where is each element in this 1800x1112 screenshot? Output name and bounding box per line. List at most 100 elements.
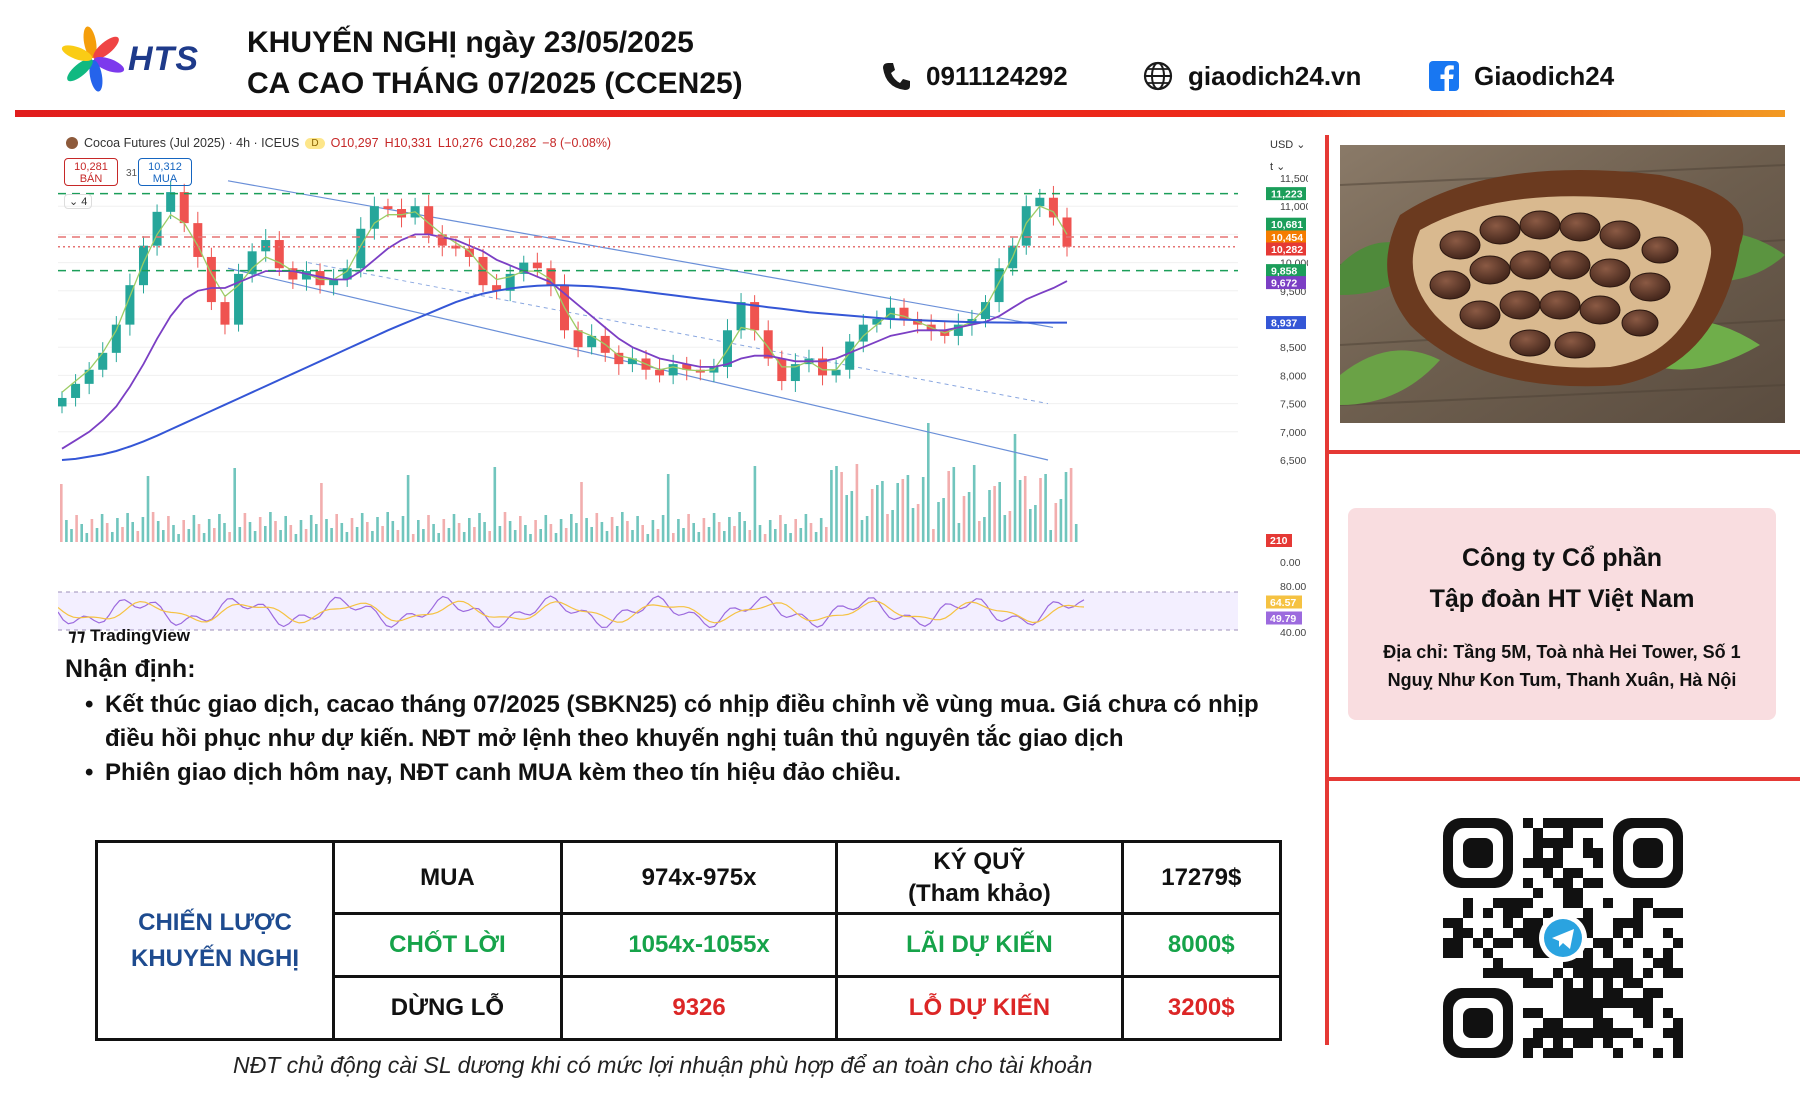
volume-bar [957,523,961,542]
qr-module [1453,928,1463,938]
qr-module [1523,898,1533,908]
qr-module [1663,968,1673,978]
qr-module [1523,918,1533,928]
candle-body [1035,197,1045,207]
tradingview-logo-icon: ⁊⁊ [68,626,91,645]
qr-module [1643,898,1653,908]
volume-bar [65,520,68,542]
volume-bar [121,527,124,542]
candle-body [573,330,583,348]
volume-bar [983,517,986,542]
currency-select[interactable]: USD ⌄ [1270,139,1306,151]
volume-bar [666,474,670,542]
candle-body [682,364,692,370]
qr-module [1633,998,1643,1008]
strategy-label: CHIẾN LƯỢC KHUYẾN NGHỊ [95,840,335,1041]
qr-module [1593,858,1603,868]
volume-bar [1003,515,1007,542]
qr-module [1543,1028,1553,1038]
qr-module [1533,888,1543,898]
qr-module [1553,1028,1563,1038]
qr-module [1583,818,1593,828]
candle-body [356,228,366,269]
website-contact[interactable]: giaodich24.vn [1142,60,1361,92]
right-divider-1 [1325,450,1800,454]
candle-body [84,369,94,384]
volume-bar [748,530,752,542]
price-chart[interactable]: 11,50011,00010,0009,5008,5008,0007,5007,… [58,130,1308,650]
qr-module [1533,828,1543,838]
volume-bar [60,484,63,542]
volume-bar [860,520,864,542]
qr-module [1543,1048,1553,1058]
volume-bar [442,519,446,542]
qr-module [1583,968,1593,978]
analysis-section: Nhận định: Kết thúc giao dịch, cacao thá… [65,655,1305,790]
volume-bar [575,523,578,542]
qr-module [1623,958,1633,968]
buy-button[interactable]: 10,312 MUA [138,158,192,186]
price-tag [1266,242,1306,256]
qr-module [1653,988,1663,998]
volume-bar [932,529,935,542]
qr-module [1573,988,1583,998]
buy-range: 974x-975x [559,840,839,915]
qr-module [1493,938,1503,948]
price-tag [1266,217,1306,231]
qr-module [1613,1028,1623,1038]
volume-bar [814,532,818,542]
volume-bar [483,522,486,542]
osc-axis-label: 80.00 [1280,581,1306,593]
volume-bar [570,514,573,542]
volume-bar [651,520,655,542]
table-row: CHIẾN LƯỢC KHUYẾN NGHỊ MUA 974x-975x KÝ … [95,840,1283,1041]
candle-body [505,273,515,291]
qr-module [1563,1028,1573,1038]
scale-select[interactable]: t ⌄ [1270,161,1286,173]
volume-bar [1008,511,1012,542]
volume-bar [988,490,991,542]
telegram-plane-icon [1552,929,1574,949]
candle-body [166,192,176,212]
phone-contact[interactable]: 0911124292 [880,60,1068,92]
telegram-qr-code[interactable] [1443,818,1683,1058]
sell-button[interactable]: 10,281 BÁN [64,158,118,186]
qr-module [1453,918,1463,928]
expected-loss-label: LỖ DỰ KIẾN [835,975,1124,1041]
price-tag [1266,264,1306,278]
take-profit-range: 1054x-1055x [559,912,839,978]
price-axis-label: 6,500 [1280,455,1306,467]
qr-module [1553,1038,1563,1048]
volume-bar [962,496,966,542]
facebook-contact[interactable]: Giaodich24 [1428,60,1614,92]
volume-bar [330,528,333,542]
volume-bar [911,508,915,542]
volume-bar [876,485,879,542]
volume-bar [723,531,726,542]
volume-bar [712,513,716,542]
qr-module [1623,978,1633,988]
volume-bar [1049,530,1052,542]
stop-loss-action: DỪNG LỖ [332,975,563,1041]
qr-module [1673,908,1683,918]
strategy-label-line-2: KHUYẾN NGHỊ [130,944,299,972]
volume-bar [360,513,364,542]
qr-module [1633,898,1643,908]
globe-icon [1143,61,1173,91]
qr-module [1583,1028,1593,1038]
qr-code-icon [1443,818,1683,1058]
volume-bar [891,510,894,542]
candle-body [858,324,868,342]
qr-module [1563,958,1573,968]
qr-module [1583,978,1593,988]
volume-bar [366,522,369,542]
volume-bar [840,472,843,542]
volume-bar [743,521,746,542]
qr-module [1523,818,1533,828]
volume-bar [447,528,451,542]
qr-module [1633,1008,1643,1018]
low-value: L10,276 [437,136,484,150]
indicator-toggle[interactable]: ⌄ 4 [64,194,93,209]
candle-body [492,285,502,291]
volume-bar [151,512,155,542]
